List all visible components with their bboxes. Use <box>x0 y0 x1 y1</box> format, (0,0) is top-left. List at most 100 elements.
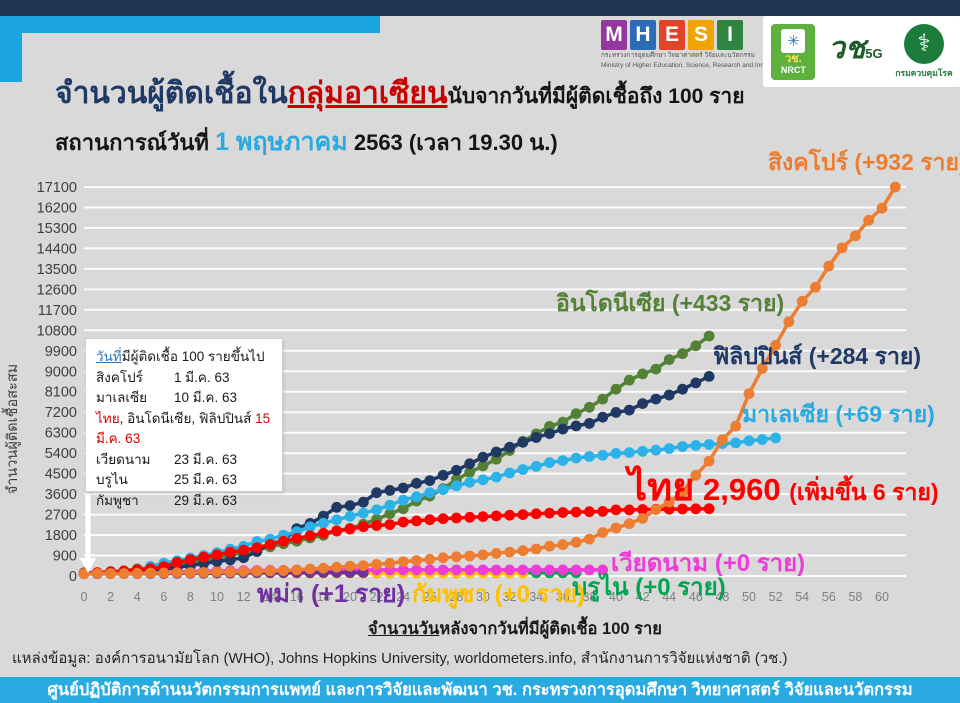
svg-text:7200: 7200 <box>45 405 77 421</box>
cambodia-label: กัมพูชา (+0 ราย) <box>412 581 586 608</box>
x-axis-title-underlined: จำนวนวัน <box>368 620 440 638</box>
info-box-row: เวียดนาม 23 มี.ค. 63 <box>96 451 237 467</box>
disease-control-logo: ⚕ กรมควบคุมโรค <box>895 23 953 80</box>
info-box-rows: สิงคโปร์ 1 มี.ค. 63 มาเลเซีย 10 มี.ค. 63 ไทย… <box>96 368 276 512</box>
svg-text:24: 24 <box>396 590 410 604</box>
svg-text:8100: 8100 <box>45 385 77 401</box>
svg-text:34: 34 <box>529 590 543 604</box>
svg-text:2700: 2700 <box>45 508 77 524</box>
origin-arrow <box>80 494 96 573</box>
title-main: จำนวนผู้ติดเชื้อใน <box>55 77 288 110</box>
svg-text:54: 54 <box>795 590 809 604</box>
mhesi-caption-thai: กระทรวงการอุดมศึกษา วิทยาศาสตร์ วิจัยและ… <box>601 52 755 59</box>
mhesi-letter-s: S <box>688 20 714 50</box>
svg-text:26: 26 <box>423 590 437 604</box>
nrct-text-thai: วช. <box>785 52 802 65</box>
myanmar-label: พม่า (+1 ราย) <box>257 580 406 608</box>
svg-text:11700: 11700 <box>38 303 77 319</box>
title-suffix: นับจากวันที่มีผู้ติดเชื้อถึง 100 ราย <box>447 85 745 108</box>
footer-text: ศูนย์ปฏิบัติการด้านนวัตกรรมการแพทย์ และก… <box>47 681 913 699</box>
svg-text:12: 12 <box>237 590 251 604</box>
svg-text:6: 6 <box>160 590 167 604</box>
nrct-text-english: NRCT <box>780 64 806 75</box>
svg-text:48: 48 <box>715 590 729 604</box>
mhesi-letter-h: H <box>630 20 656 50</box>
svg-text:50: 50 <box>742 590 756 604</box>
svg-text:10: 10 <box>210 590 224 604</box>
accent-stripe-vertical <box>0 16 22 82</box>
info-box-row: กัมพูชา 29 มี.ค. 63 <box>96 492 237 508</box>
vietnam-label: เวียดนาม (+0 ราย) <box>611 550 806 577</box>
svg-text:20: 20 <box>343 590 357 604</box>
mhesi-letter-m: M <box>601 20 627 50</box>
info-box-row: มาเลเซีย 10 มี.ค. 63 <box>96 390 237 405</box>
y-axis-title: จำนวนผู้ติดเชื้อสะสม <box>5 363 21 495</box>
info-box-row: บรูไน 25 มี.ค. 63 <box>96 472 237 487</box>
x-axis-title: จำนวนวันหลังจากวันที่มีผู้ติดเชื้อ 100 ร… <box>70 616 960 642</box>
svg-text:6300: 6300 <box>45 426 77 442</box>
svg-text:0: 0 <box>81 590 88 604</box>
x-axis-title-rest: หลังจากวันที่มีผู้ติดเชื้อ 100 ราย <box>439 620 662 638</box>
info-box-row: ไทย, อินโดนีเซีย, ฟิลิปปินส์ 15 มี.ค. 63 <box>96 410 271 447</box>
philippines-label: ฟิลิปปินส์ (+284 ราย) <box>713 343 921 369</box>
svg-text:10800: 10800 <box>37 323 77 339</box>
svg-text:16: 16 <box>290 590 304 604</box>
svg-text:60: 60 <box>875 590 889 604</box>
svg-text:22: 22 <box>370 590 384 604</box>
svg-text:32: 32 <box>503 590 517 604</box>
indonesia-label: อินโดนีเซีย (+433 ราย) <box>556 290 785 316</box>
svg-text:18: 18 <box>316 590 330 604</box>
footer-bar: ศูนย์ปฏิบัติการด้านนวัตกรรมการแพทย์ และก… <box>0 677 960 703</box>
thailand-label-change: (เพิ่มขึ้น 6 ราย) <box>789 479 939 505</box>
svg-text:16200: 16200 <box>37 201 77 217</box>
status-line: สถานการณ์วันที่ 1 พฤษภาคม 2563 (เวลา 19.… <box>55 122 855 162</box>
svg-text:17100: 17100 <box>37 180 77 196</box>
svg-text:38: 38 <box>582 590 596 604</box>
info-box: วันที่มีผู้ติดเชื้อ 100 รายขึ้นไป สิงคโป… <box>85 338 283 508</box>
nrct-5g-glyph: วช <box>828 32 866 65</box>
page-title: จำนวนผู้ติดเชื้อในกลุ่มอาเซียนนับจากวันท… <box>55 70 955 117</box>
svg-text:14400: 14400 <box>37 241 77 257</box>
svg-text:56: 56 <box>822 590 836 604</box>
svg-text:4: 4 <box>134 590 141 604</box>
nrct-5g-logo: วช5G <box>828 34 883 69</box>
svg-text:13500: 13500 <box>37 262 77 278</box>
svg-text:46: 46 <box>689 590 703 604</box>
svg-text:44: 44 <box>662 590 676 604</box>
svg-text:52: 52 <box>769 590 783 604</box>
info-box-header: วันที่มีผู้ติดเชื้อ 100 รายขึ้นไป <box>96 347 276 368</box>
title-highlight: กลุ่มอาเซียน <box>287 77 448 110</box>
singapore-label: สิงคโปร์ (+932 ราย) <box>768 149 960 175</box>
thailand-label: ไทย 2,960 (เพิ่มขึ้น 6 ราย) <box>628 456 939 517</box>
status-suffix: 2563 (เวลา 19.30 น.) <box>347 130 558 155</box>
svg-text:30: 30 <box>476 590 490 604</box>
top-bar <box>0 0 960 16</box>
svg-text:40: 40 <box>609 590 623 604</box>
svg-text:15300: 15300 <box>37 221 77 237</box>
status-date: 1 พฤษภาคม <box>215 128 348 156</box>
info-box-row: สิงคโปร์ 1 มี.ค. 63 <box>96 369 230 385</box>
info-box-header-rest: มีผู้ติดเชื้อ 100 รายขึ้นไป <box>121 349 265 364</box>
info-box-header-link: วันที่ <box>96 349 122 364</box>
svg-text:36: 36 <box>556 590 570 604</box>
disease-control-label: กรมควบคุมโรค <box>895 67 953 78</box>
svg-text:28: 28 <box>449 590 463 604</box>
svg-text:12600: 12600 <box>37 282 77 298</box>
brunei-label: บรูไน (+0 ราย) <box>572 574 726 601</box>
malaysia-label: มาเลเซีย (+69 ราย) <box>742 401 935 427</box>
svg-text:1800: 1800 <box>45 528 77 544</box>
svg-text:9000: 9000 <box>45 364 77 380</box>
series-singapore <box>78 181 901 579</box>
status-prefix: สถานการณ์วันที่ <box>55 130 216 155</box>
logo-box: ✳ วช. NRCT วช5G ⚕ กรมควบคุมโรค <box>763 16 960 87</box>
nrct-emblem-icon: ✳ <box>781 28 806 53</box>
svg-text:58: 58 <box>848 590 862 604</box>
svg-text:900: 900 <box>53 549 77 565</box>
caduceus-icon: ⚕ <box>904 23 944 64</box>
source-text: แหล่งข้อมูล: องค์การอนามัยโลก (WHO), Joh… <box>12 650 788 667</box>
thailand-label-name: ไทย <box>628 467 695 509</box>
accent-stripe-horizontal <box>0 16 380 33</box>
thailand-label-total: 2,960 <box>694 472 790 507</box>
